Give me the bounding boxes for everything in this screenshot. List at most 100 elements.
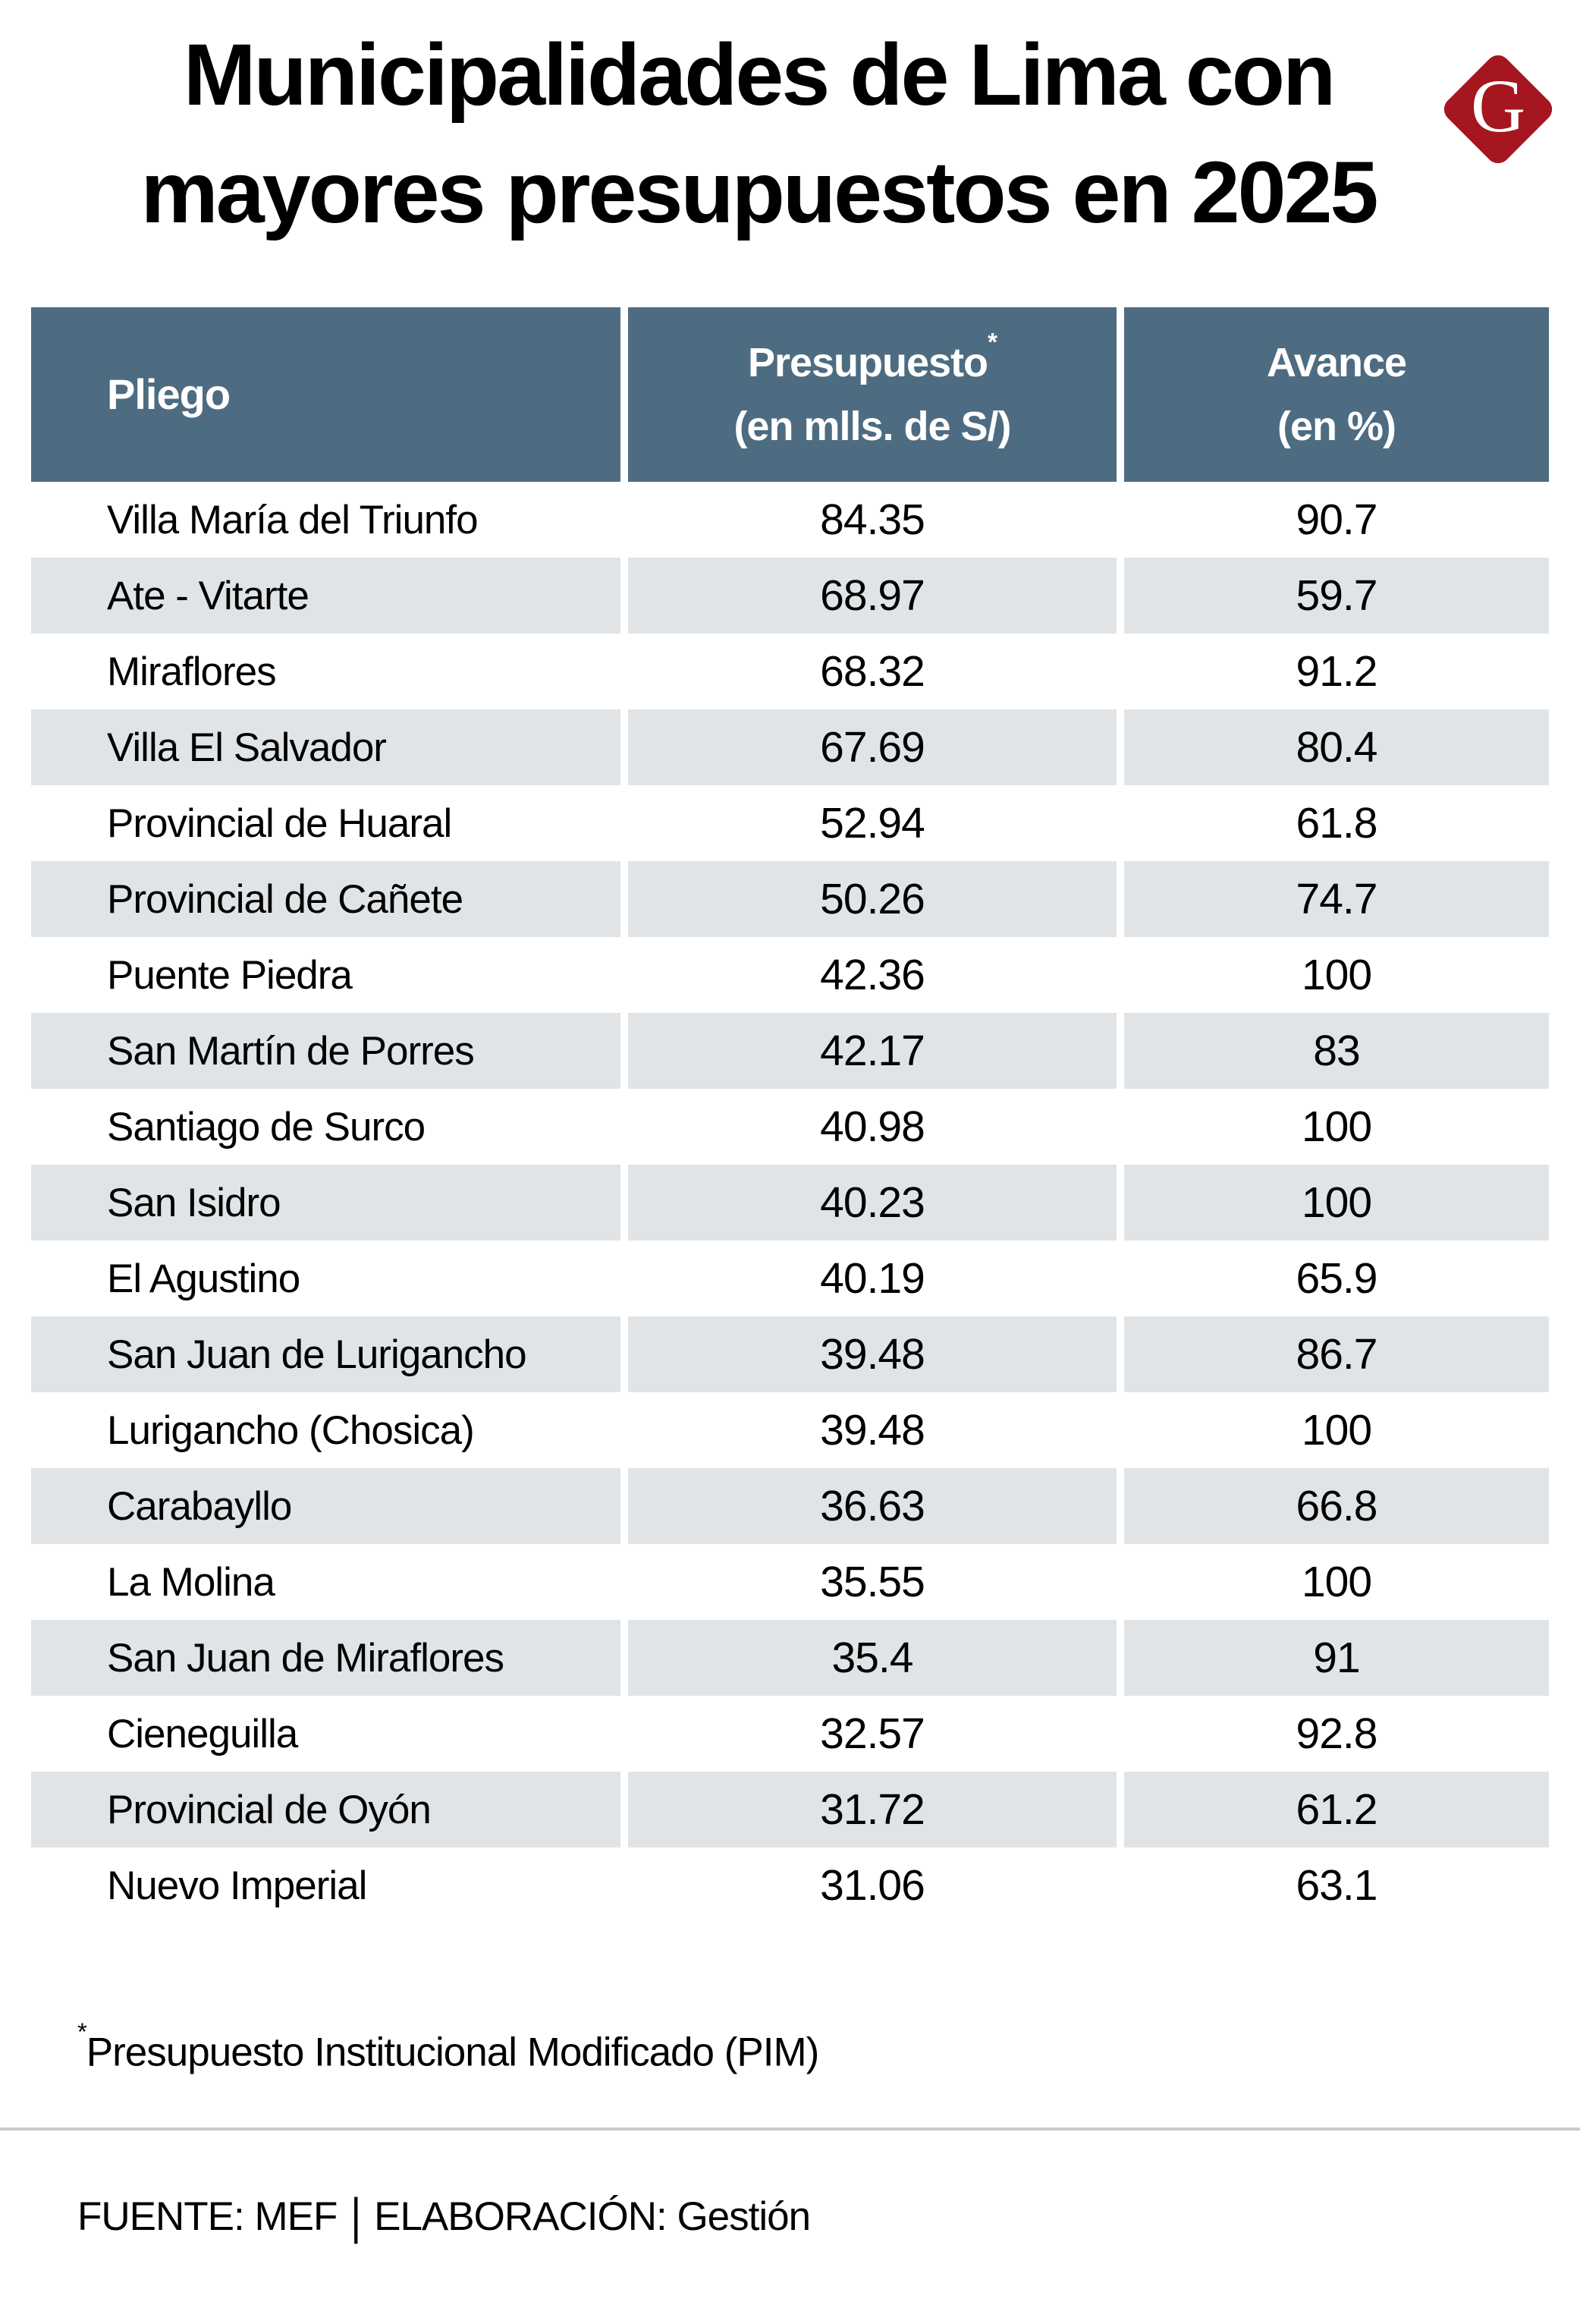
cell-avance: 86.7 [1124, 1316, 1549, 1392]
cell-name: Villa María del Triunfo [107, 497, 479, 542]
table-row: Provincial de Cañete 50.26 74.7 [31, 861, 1549, 937]
title-line-2: mayores presupuestos en 2025 [140, 144, 1378, 241]
cell-avance: 66.8 [1124, 1468, 1549, 1544]
elaboration-text: ELABORACIÓN: Gestión [374, 2193, 811, 2239]
cell-presupuesto: 42.36 [820, 951, 925, 999]
cell-presupuesto: 31.06 [820, 1861, 925, 1910]
divider [0, 2127, 1580, 2131]
cell-name: Provincial de Huaral [107, 800, 452, 846]
footnote-asterisk: * [77, 2017, 87, 2046]
table-row: Miraflores 68.32 91.2 [31, 634, 1549, 709]
cell-name: La Molina [107, 1559, 275, 1605]
table-row: Ate - Vitarte 68.97 59.7 [31, 558, 1549, 634]
cell-avance: 63.1 [1296, 1861, 1378, 1910]
cell-name: Ate - Vitarte [31, 558, 620, 634]
cell-presupuesto: 84.35 [820, 495, 925, 544]
cell-avance: 91.2 [1296, 647, 1378, 696]
cell-name: San Juan de Lurigancho [31, 1316, 620, 1392]
cell-presupuesto: 40.23 [628, 1165, 1117, 1241]
cell-name: Provincial de Cañete [31, 861, 620, 937]
table-row: Nuevo Imperial 31.06 63.1 [31, 1848, 1549, 1923]
cell-presupuesto: 50.26 [628, 861, 1117, 937]
cell-name: El Agustino [107, 1256, 300, 1301]
cell-avance: 90.7 [1296, 495, 1378, 544]
budget-table: Pliego Presupuesto* (en mlls. de S/) Ava… [31, 307, 1549, 1923]
table-row: Puente Piedra 42.36 100 [31, 937, 1549, 1013]
cell-presupuesto: 68.97 [628, 558, 1117, 634]
cell-name: Provincial de Oyón [31, 1772, 620, 1848]
presupuesto-header-line2: (en mlls. de S/) [733, 404, 1011, 449]
cell-avance: 59.7 [1124, 558, 1549, 634]
cell-presupuesto: 31.72 [628, 1772, 1117, 1848]
avance-header-line1: Avance [1266, 340, 1407, 385]
avance-header-line2: (en %) [1277, 404, 1396, 449]
cell-avance: 61.2 [1124, 1772, 1549, 1848]
cell-name: Nuevo Imperial [107, 1863, 367, 1908]
table-row: Lurigancho (Chosica) 39.48 100 [31, 1392, 1549, 1468]
cell-name: Santiago de Surco [107, 1104, 426, 1149]
cell-presupuesto: 36.63 [628, 1468, 1117, 1544]
cell-avance: 100 [1301, 951, 1372, 999]
cell-name: Lurigancho (Chosica) [107, 1407, 475, 1453]
table-row: Carabayllo 36.63 66.8 [31, 1468, 1549, 1544]
footnote: *Presupuesto Institucional Modificado (P… [77, 2017, 1580, 2077]
table-row: San Juan de Lurigancho 39.48 86.7 [31, 1316, 1549, 1392]
table-row: La Molina 35.55 100 [31, 1544, 1549, 1620]
infographic-header: Municipalidades de Lima con mayores pres… [0, 0, 1580, 307]
cell-avance: 100 [1301, 1406, 1372, 1454]
cell-presupuesto: 68.32 [820, 647, 925, 696]
cell-avance: 65.9 [1296, 1254, 1378, 1303]
column-header-pliego: Pliego [31, 307, 620, 482]
presupuesto-header-line1: Presupuesto* [747, 328, 997, 385]
cell-presupuesto: 40.19 [820, 1254, 925, 1303]
cell-presupuesto: 35.4 [628, 1620, 1117, 1696]
cell-presupuesto: 35.55 [820, 1558, 925, 1606]
table-row: Santiago de Surco 40.98 100 [31, 1089, 1549, 1165]
gestion-logo-letter: G [1470, 64, 1526, 148]
cell-presupuesto: 39.48 [628, 1316, 1117, 1392]
cell-name: Cieneguilla [107, 1711, 298, 1756]
cell-avance: 83 [1124, 1013, 1549, 1089]
table-row: Villa El Salvador 67.69 80.4 [31, 709, 1549, 785]
table-row: Provincial de Oyón 31.72 61.2 [31, 1772, 1549, 1848]
cell-name: Carabayllo [31, 1468, 620, 1544]
cell-presupuesto: 32.57 [820, 1709, 925, 1758]
cell-avance: 92.8 [1296, 1709, 1378, 1758]
cell-presupuesto: 40.98 [820, 1102, 925, 1151]
cell-name: Puente Piedra [107, 952, 353, 998]
table-body: Villa María del Triunfo 84.35 90.7 Ate - Vi… [31, 482, 1549, 1923]
cell-presupuesto: 67.69 [628, 709, 1117, 785]
cell-name: Miraflores [107, 649, 277, 694]
table-row: Cieneguilla 32.57 92.8 [31, 1696, 1549, 1772]
column-header-presupuesto: Presupuesto* (en mlls. de S/) [628, 307, 1117, 482]
separator-bar: | [350, 2188, 361, 2244]
cell-name: San Martín de Porres [31, 1013, 620, 1089]
cell-avance: 80.4 [1124, 709, 1549, 785]
cell-name: San Juan de Miraflores [31, 1620, 620, 1696]
table-row: San Isidro 40.23 100 [31, 1165, 1549, 1241]
asterisk-icon: * [988, 328, 997, 357]
table-row: San Martín de Porres 42.17 83 [31, 1013, 1549, 1089]
footnote-text: Presupuesto Institucional Modificado (PI… [86, 2030, 819, 2075]
cell-presupuesto: 39.48 [820, 1406, 925, 1454]
table-header-row: Pliego Presupuesto* (en mlls. de S/) Ava… [31, 307, 1549, 482]
cell-name: San Isidro [31, 1165, 620, 1241]
title-line-1: Municipalidades de Lima con [183, 27, 1337, 124]
cell-avance: 91 [1124, 1620, 1549, 1696]
table-row: El Agustino 40.19 65.9 [31, 1241, 1549, 1316]
cell-presupuesto: 52.94 [820, 799, 925, 848]
cell-presupuesto: 42.17 [628, 1013, 1117, 1089]
cell-avance: 100 [1301, 1558, 1372, 1606]
cell-avance: 74.7 [1124, 861, 1549, 937]
cell-name: Villa El Salvador [31, 709, 620, 785]
source-text: FUENTE: MEF [77, 2193, 338, 2239]
cell-avance: 100 [1124, 1165, 1549, 1241]
cell-avance: 61.8 [1296, 799, 1378, 848]
table-row: San Juan de Miraflores 35.4 91 [31, 1620, 1549, 1696]
source-line: FUENTE: MEF | ELABORACIÓN: Gestión [77, 2188, 1580, 2244]
page-title: Municipalidades de Lima con mayores pres… [0, 17, 1517, 252]
table-row: Villa María del Triunfo 84.35 90.7 [31, 482, 1549, 558]
cell-avance: 100 [1301, 1102, 1372, 1151]
column-header-avance: Avance (en %) [1124, 307, 1549, 482]
